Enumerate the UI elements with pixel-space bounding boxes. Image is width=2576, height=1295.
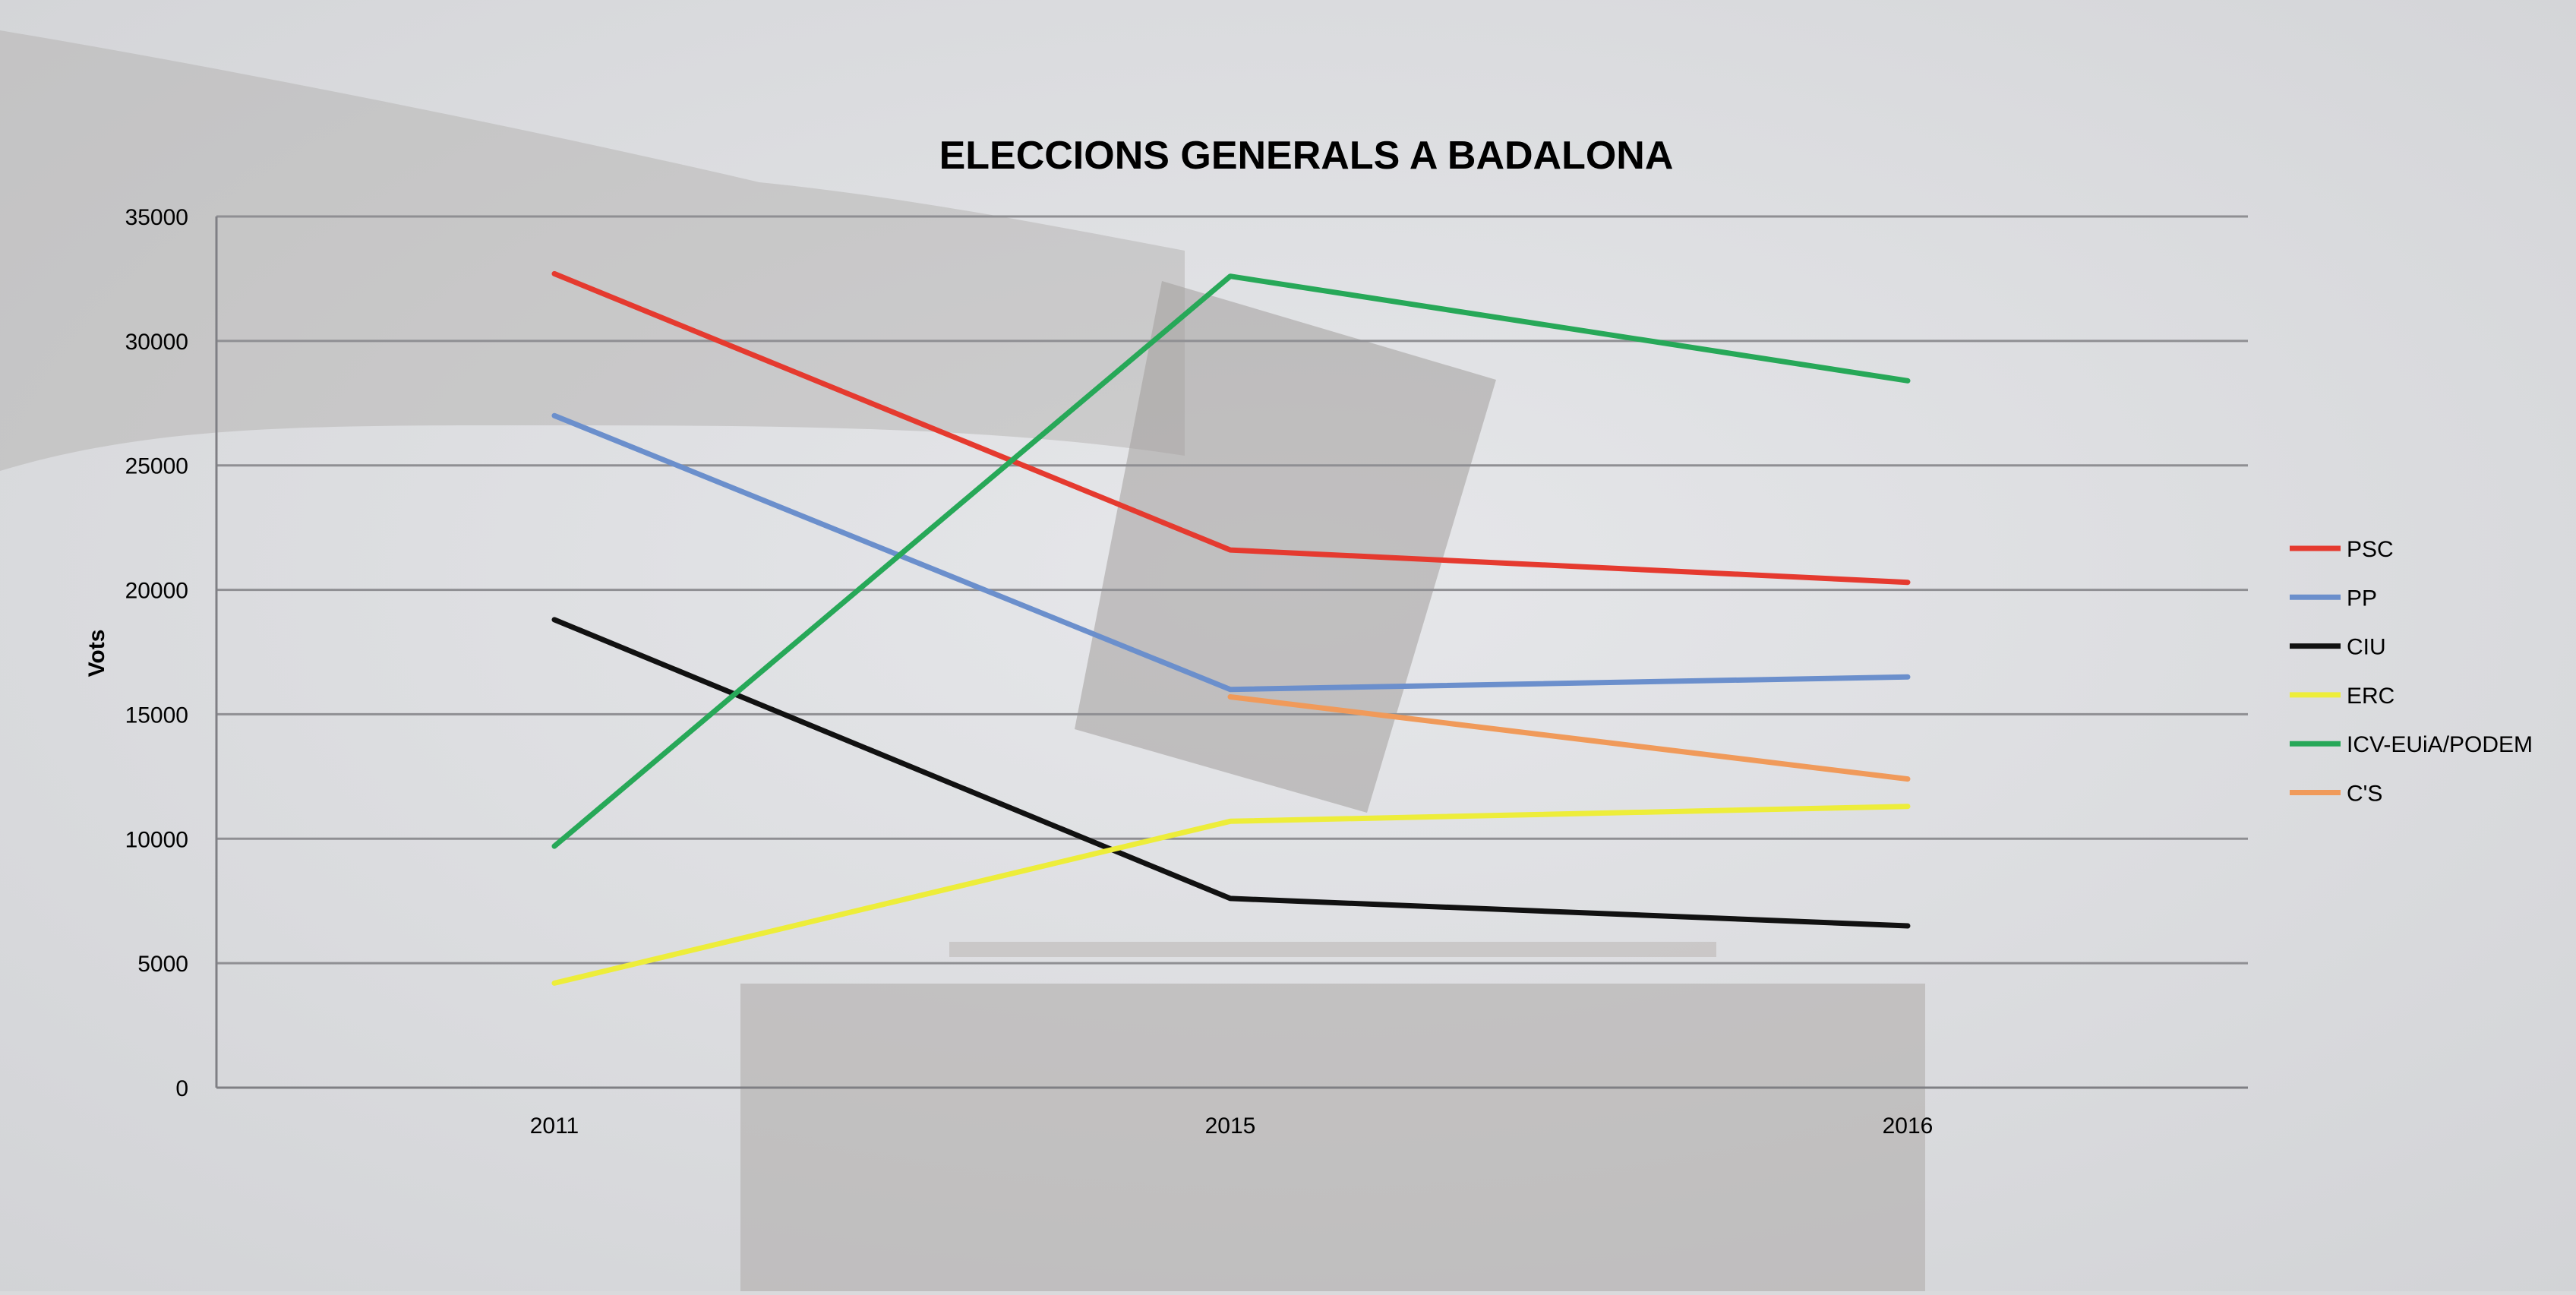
chart-title: ELECCIONS GENERALS A BADALONA (939, 134, 1674, 178)
x-tick-label: 2016 (1883, 1113, 1934, 1139)
y-tick-label: 5000 (137, 952, 188, 977)
legend-item: C'S (2290, 782, 2382, 807)
y-axis-label: Vots (84, 630, 109, 678)
y-tick-label: 25000 (125, 454, 188, 479)
series-line-icv-euia-podem (551, 273, 1911, 849)
y-tick-label: 30000 (125, 330, 188, 355)
legend-label: C'S (2347, 782, 2382, 807)
y-tick-label: 20000 (125, 579, 188, 604)
legend-item: ERC (2290, 684, 2394, 709)
legend-item: CIU (2290, 635, 2386, 660)
series-line-erc (551, 804, 1911, 986)
series-line-pp (551, 412, 1911, 693)
x-tick-label: 2015 (1205, 1113, 1256, 1139)
legend-label: ERC (2347, 684, 2394, 709)
legend-label: PSC (2347, 537, 2394, 562)
legend-item: PP (2290, 586, 2377, 611)
x-tick-label: 2011 (530, 1113, 579, 1139)
legend-item: ICV-EUiA/PODEM (2290, 732, 2533, 757)
series-line-c-s (1227, 694, 1911, 782)
series-line-psc (551, 270, 1911, 586)
y-tick-label: 0 (175, 1076, 188, 1101)
legend-label: PP (2347, 586, 2377, 611)
legend: PSC PP CIU ERC ICV-EUiA/PODEM C'S (2290, 537, 2533, 807)
legend-label: ICV-EUiA/PODEM (2347, 732, 2533, 757)
y-tick-label: 15000 (125, 703, 188, 728)
y-tick-label: 35000 (125, 205, 188, 230)
legend-label: CIU (2347, 635, 2386, 660)
legend-item: PSC (2290, 537, 2394, 562)
series-line-ciu (551, 617, 1911, 929)
y-tick-label: 10000 (125, 827, 188, 852)
